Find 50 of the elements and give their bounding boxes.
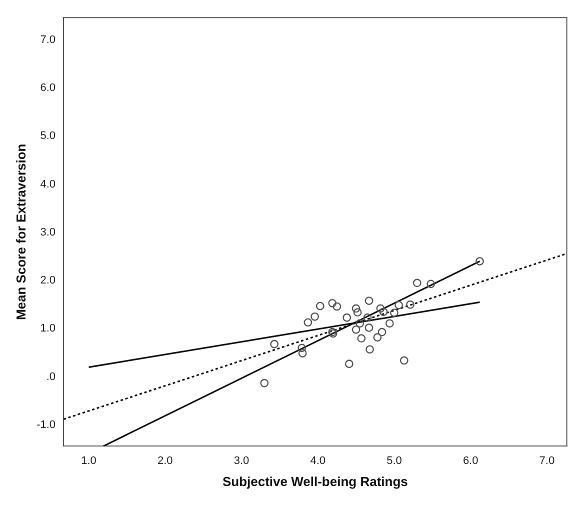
x-tick-label: 2.0 <box>157 454 173 467</box>
point <box>379 308 388 316</box>
point <box>298 344 306 352</box>
y-tick-label: 7.0 <box>40 34 56 46</box>
point <box>352 304 360 313</box>
y-tick-label: 1.0 <box>40 322 56 335</box>
x-axis-title: Subjective Well-being Ratings <box>222 474 408 489</box>
point <box>364 296 374 305</box>
point <box>352 325 360 334</box>
point <box>366 345 374 354</box>
point <box>406 300 414 309</box>
y-tick-label: 6.0 <box>40 82 56 94</box>
point <box>400 356 408 365</box>
point <box>270 340 279 348</box>
point <box>357 334 366 343</box>
point <box>476 257 484 266</box>
y-tick-label: 4.0 <box>40 178 56 190</box>
x-tick-label: 1.0 <box>81 454 96 467</box>
point <box>356 319 364 328</box>
point <box>390 308 398 318</box>
x-tick-label: 7.0 <box>539 454 555 467</box>
point <box>376 304 385 313</box>
point <box>310 312 319 321</box>
point <box>373 333 382 342</box>
y-axis-title: Mean Score for Extraversion <box>13 144 28 320</box>
y-tick-label: .0 <box>46 370 56 383</box>
point <box>426 280 436 288</box>
point <box>304 318 312 327</box>
y-tick-label: -1.0 <box>36 419 56 432</box>
y-tick-label: 5.0 <box>40 130 56 142</box>
y-tick-label: 3.0 <box>40 226 56 238</box>
point <box>332 302 342 311</box>
point <box>342 313 352 322</box>
point <box>385 319 394 328</box>
point <box>316 302 324 310</box>
point <box>363 313 372 322</box>
point <box>364 324 374 332</box>
x-tick-label: 6.0 <box>462 454 478 467</box>
point <box>260 378 269 388</box>
point <box>328 298 337 308</box>
point <box>394 300 403 310</box>
x-tick-label: 3.0 <box>234 454 250 467</box>
point <box>344 360 354 368</box>
x-tick-label: 4.0 <box>310 454 326 467</box>
point <box>298 349 307 358</box>
point <box>412 278 422 288</box>
point <box>353 308 362 317</box>
point <box>378 328 386 336</box>
x-tick-label: 5.0 <box>386 454 402 467</box>
y-tick-label: 2.0 <box>40 274 56 287</box>
